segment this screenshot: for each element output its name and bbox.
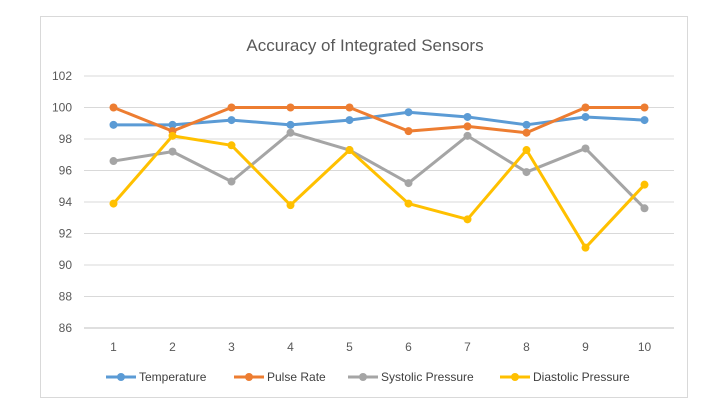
x-tick-label: 1 bbox=[110, 340, 117, 354]
data-point bbox=[227, 177, 236, 186]
x-tick-label: 10 bbox=[638, 340, 652, 354]
y-tick-label: 90 bbox=[59, 258, 73, 272]
chart-title: Accuracy of Integrated Sensors bbox=[246, 36, 483, 55]
y-axis-ticks: 86 88 90 92 94 96 98 100 102 bbox=[52, 69, 72, 335]
legend-item: Systolic Pressure bbox=[348, 370, 474, 384]
x-tick-label: 4 bbox=[287, 340, 294, 354]
data-point bbox=[109, 120, 118, 129]
legend: Temperature Pulse Rate Systolic Pressure Di… bbox=[106, 370, 630, 384]
data-point bbox=[522, 168, 531, 177]
data-point bbox=[463, 112, 472, 121]
series-pulse-rate bbox=[109, 103, 649, 137]
legend-item: Diastolic Pressure bbox=[500, 370, 630, 384]
x-tick-label: 3 bbox=[228, 340, 235, 354]
data-point bbox=[581, 144, 590, 153]
legend-swatch-marker bbox=[245, 373, 253, 381]
data-point bbox=[463, 122, 472, 131]
y-tick-label: 88 bbox=[59, 290, 73, 304]
data-point bbox=[522, 146, 531, 155]
legend-label: Temperature bbox=[139, 370, 207, 384]
series-layer bbox=[109, 103, 649, 252]
y-tick-label: 102 bbox=[52, 69, 72, 83]
data-point bbox=[640, 103, 649, 112]
data-point bbox=[404, 199, 413, 208]
data-point bbox=[109, 199, 118, 208]
y-tick-label: 100 bbox=[52, 101, 72, 115]
x-tick-label: 6 bbox=[405, 340, 412, 354]
y-tick-label: 94 bbox=[59, 195, 73, 209]
data-point bbox=[640, 116, 649, 125]
x-tick-label: 8 bbox=[523, 340, 530, 354]
chart-frame bbox=[40, 16, 688, 398]
data-point bbox=[227, 103, 236, 112]
x-tick-label: 2 bbox=[169, 340, 176, 354]
data-point bbox=[404, 179, 413, 188]
data-point bbox=[286, 120, 295, 129]
data-point bbox=[345, 146, 354, 155]
y-tick-label: 86 bbox=[59, 321, 73, 335]
data-point bbox=[463, 215, 472, 224]
x-tick-label: 9 bbox=[582, 340, 589, 354]
series-line bbox=[112, 134, 646, 250]
y-tick-label: 96 bbox=[59, 164, 73, 178]
data-point bbox=[109, 103, 118, 112]
legend-label: Systolic Pressure bbox=[381, 370, 474, 384]
data-point bbox=[640, 204, 649, 213]
x-tick-label: 5 bbox=[346, 340, 353, 354]
data-point bbox=[109, 157, 118, 166]
data-point bbox=[345, 116, 354, 125]
legend-label: Diastolic Pressure bbox=[533, 370, 630, 384]
data-point bbox=[227, 141, 236, 150]
data-point bbox=[463, 131, 472, 140]
data-point bbox=[581, 112, 590, 121]
series-line bbox=[112, 131, 646, 210]
legend-swatch-marker bbox=[511, 373, 519, 381]
data-point bbox=[168, 120, 177, 129]
y-tick-label: 92 bbox=[59, 227, 73, 241]
data-point bbox=[286, 201, 295, 210]
data-point bbox=[522, 128, 531, 137]
y-tick-label: 98 bbox=[59, 132, 73, 146]
legend-item: Pulse Rate bbox=[234, 370, 326, 384]
data-point bbox=[168, 131, 177, 140]
x-axis-ticks: 1 2 3 4 5 6 7 8 9 10 bbox=[110, 340, 651, 354]
data-point bbox=[286, 103, 295, 112]
series-line bbox=[112, 106, 646, 135]
series-diastolic-pressure bbox=[109, 131, 649, 252]
legend-label: Pulse Rate bbox=[267, 370, 326, 384]
data-point bbox=[404, 127, 413, 136]
data-point bbox=[581, 103, 590, 112]
data-point bbox=[345, 103, 354, 112]
data-point bbox=[640, 180, 649, 189]
legend-item: Temperature bbox=[106, 370, 207, 384]
x-tick-label: 7 bbox=[464, 340, 471, 354]
data-point bbox=[227, 116, 236, 125]
data-point bbox=[581, 243, 590, 252]
data-point bbox=[286, 128, 295, 137]
data-point bbox=[522, 120, 531, 129]
legend-swatch-marker bbox=[359, 373, 367, 381]
data-point bbox=[168, 147, 177, 156]
data-point bbox=[404, 108, 413, 117]
legend-swatch-marker bbox=[117, 373, 125, 381]
gridlines bbox=[84, 75, 674, 329]
series-systolic-pressure bbox=[109, 128, 649, 213]
